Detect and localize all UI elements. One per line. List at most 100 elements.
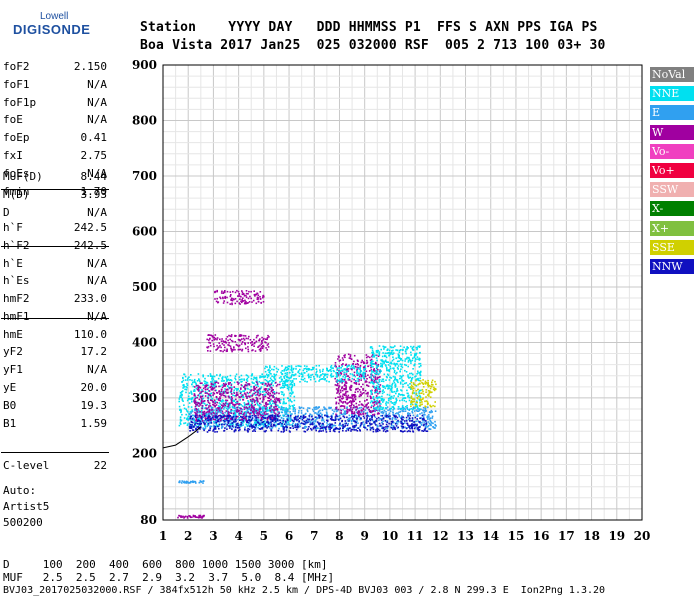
echo-point [294,415,297,418]
echo-point [406,422,408,425]
echo-point [213,383,216,386]
param-row: foEs N/A [3,167,107,181]
echo-point [302,422,304,425]
echo-point [265,422,267,424]
echo-point [333,410,335,413]
echo-point [402,416,404,418]
echo-point [324,373,327,375]
echo-point [212,415,215,417]
echo-point [384,415,386,418]
param-value: 1.59 [80,416,108,430]
echo-point [376,428,379,431]
echo-point [341,365,344,367]
echo-point [378,419,380,421]
echo-point [359,430,361,432]
echo-point [208,421,211,423]
echo-point [218,421,221,423]
echo-point [346,402,348,405]
echo-point [429,419,431,422]
echo-point [328,416,330,418]
echo-point [266,419,269,421]
echo-point [341,420,343,423]
echo-point [408,356,410,359]
echo-point [373,420,376,423]
echo-point [264,376,266,378]
echo-point [410,381,413,384]
echo-point [435,383,437,386]
echo-point [243,379,245,381]
echo-point [203,380,206,382]
echo-point [259,402,261,405]
echo-point [265,341,267,344]
echo-point [430,409,433,412]
echo-point [258,410,261,413]
echo-point [346,412,348,414]
echo-point [209,417,211,420]
echo-point [251,301,253,303]
echo-point [253,408,255,411]
echo-point [386,416,389,419]
echo-point [246,397,248,399]
echo-point [353,425,356,427]
echo-point [373,404,376,406]
echo-point [341,364,343,366]
echo-point [240,395,243,398]
echo-point [384,352,387,355]
echo-point [362,366,365,369]
echo-point [192,514,195,517]
echo-point [227,385,229,387]
echo-point [375,419,377,422]
echo-point [342,423,344,426]
echo-point [380,414,382,417]
echo-point [222,382,225,385]
echo-point [302,417,305,419]
echo-point [254,417,256,419]
echo-point [227,407,230,409]
param-row: fxI 2.75 [3,149,107,163]
echo-point [225,377,228,380]
echo-point [200,402,203,405]
echo-point [348,417,350,420]
echo-point [411,418,414,421]
echo-point [206,392,208,395]
echo-point [278,392,280,395]
echo-point [344,356,346,359]
echo-point [271,426,274,429]
echo-point [339,370,342,373]
echo-point [397,426,399,429]
echo-point [267,393,270,396]
echo-point [218,402,221,404]
echo-point [356,417,358,420]
echo-point [412,382,415,384]
echo-point [237,403,240,405]
echo-point [234,414,237,416]
echo-point [214,411,217,413]
echo-point [281,393,283,395]
echo-point [246,387,249,390]
echo-point [225,417,228,420]
echo-point [251,402,254,405]
echo-point [247,428,249,430]
echo-point [406,430,409,433]
echo-point [373,407,375,409]
echo-point [370,366,372,369]
echo-point [379,376,381,378]
echo-point [297,365,299,367]
echo-point [408,409,410,411]
echo-point [192,429,195,431]
echo-point [286,380,288,383]
echo-point [402,374,404,377]
echo-point [427,416,429,419]
echo-point [372,401,374,404]
echo-point [356,366,359,369]
echo-point [409,427,411,430]
echo-point [234,411,236,414]
echo-point [186,386,188,389]
echo-point [266,413,268,415]
echo-point [410,397,413,399]
echo-point [214,427,217,430]
echo-point [318,410,320,413]
echo-point [365,422,368,424]
echo-point [386,348,389,350]
echo-point [213,425,216,428]
